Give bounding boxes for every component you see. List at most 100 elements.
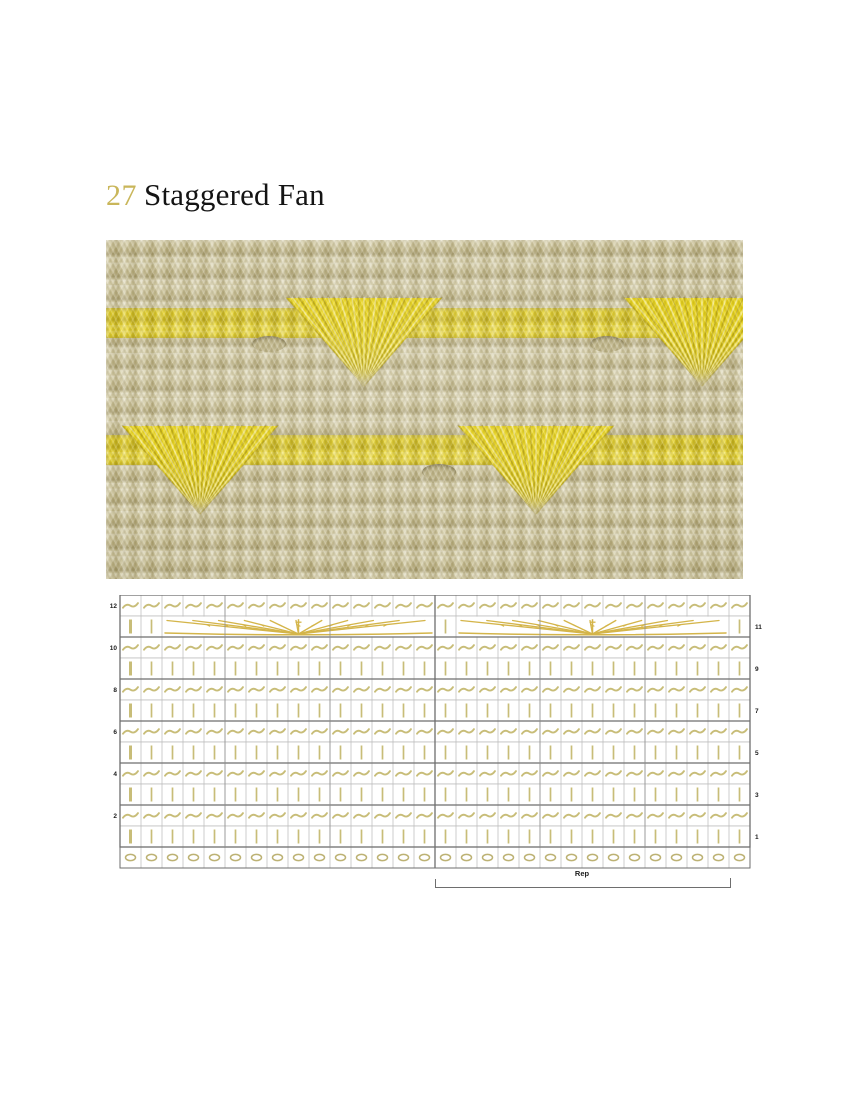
chart-row-number-left: 12 [110, 603, 118, 610]
tunisian-knit-stitch-symbol [311, 686, 328, 693]
tunisian-knit-stitch-symbol [500, 728, 517, 735]
tunisian-knit-stitch-symbol [290, 686, 307, 693]
tunisian-knit-stitch-symbol [143, 728, 160, 735]
tunisian-knit-stitch-symbol [710, 602, 727, 609]
fan-spoke [297, 619, 426, 635]
chain-stitch-symbol [649, 853, 662, 862]
tunisian-knit-stitch-symbol [458, 644, 475, 651]
tunisian-knit-stitch-symbol [311, 644, 328, 651]
chart-row-number-right: 7 [755, 708, 759, 715]
fan-spoke-tick [605, 623, 610, 627]
chain-stitch-symbol [397, 853, 410, 862]
tunisian-knit-stitch-symbol [605, 728, 622, 735]
tunisian-knit-stitch-symbol [647, 686, 664, 693]
fan-spoke [511, 619, 594, 635]
chain-stitch-symbol [670, 853, 683, 862]
tunisian-knit-stitch-symbol [689, 602, 706, 609]
tunisian-knit-stitch-symbol [164, 728, 181, 735]
tunisian-knit-stitch-symbol [353, 644, 370, 651]
tunisian-knit-stitch-symbol [248, 602, 265, 609]
tunisian-knit-stitch-symbol [521, 644, 538, 651]
tunisian-knit-stitch-symbol [647, 770, 664, 777]
swatch-row-texture [106, 240, 743, 579]
tunisian-knit-stitch-symbol [710, 728, 727, 735]
tunisian-knit-stitch-symbol [164, 602, 181, 609]
tunisian-knit-stitch-symbol [668, 770, 685, 777]
tunisian-knit-stitch-symbol [290, 812, 307, 819]
tunisian-knit-stitch-symbol [164, 644, 181, 651]
tunisian-knit-stitch-symbol [626, 602, 643, 609]
staggered-fan-swatch-photo [106, 240, 743, 579]
tunisian-knit-stitch-symbol [668, 728, 685, 735]
tunisian-knit-stitch-symbol [311, 770, 328, 777]
tunisian-knit-stitch-symbol [185, 602, 202, 609]
tunisian-knit-stitch-symbol [227, 602, 244, 609]
swatch-fan-motif [284, 292, 444, 390]
tunisian-knit-stitch-symbol [458, 728, 475, 735]
tunisian-knit-stitch-symbol [521, 728, 538, 735]
tunisian-knit-stitch-symbol [563, 686, 580, 693]
stitch-chart-grid: 12 10 8 6 4 2 11 9 7 5 3 1 [106, 595, 768, 872]
tunisian-knit-stitch-symbol [143, 686, 160, 693]
tunisian-knit-stitch-symbol [248, 770, 265, 777]
tunisian-knit-stitch-symbol [311, 602, 328, 609]
tunisian-knit-stitch-symbol [206, 686, 223, 693]
tunisian-knit-stitch-symbol [416, 770, 433, 777]
fan-spoke-tick [536, 623, 541, 627]
tunisian-knit-stitch-symbol [353, 728, 370, 735]
fan-spoke [591, 619, 643, 635]
tunisian-knit-stitch-symbol [542, 644, 559, 651]
fan-base-sweep [458, 632, 727, 636]
tunisian-knit-stitch-symbol [731, 602, 748, 609]
tunisian-knit-stitch-symbol [626, 644, 643, 651]
tunisian-knit-stitch-symbol [563, 602, 580, 609]
tunisian-knit-stitch-symbol [605, 644, 622, 651]
page-title-name: Staggered Fan [144, 177, 325, 212]
fan-spoke-tick [242, 623, 247, 627]
tunisian-knit-stitch-symbol [290, 770, 307, 777]
tunisian-knit-stitch-symbol [206, 770, 223, 777]
tunisian-knit-stitch-symbol [458, 770, 475, 777]
chain-stitch-symbol [586, 853, 599, 862]
tunisian-knit-stitch-symbol [374, 686, 391, 693]
tunisian-knit-stitch-symbol [731, 644, 748, 651]
page-title: 27 Staggered Fan [106, 176, 325, 215]
swatch-column-texture [106, 240, 743, 579]
fan-spoke-tick [365, 623, 370, 627]
swatch-fan-motif [622, 292, 743, 390]
fan-spoke [591, 619, 617, 635]
tunisian-knit-stitch-symbol [437, 728, 454, 735]
chain-stitch-symbol [460, 853, 473, 862]
chain-stitch-symbol [229, 853, 242, 862]
chart-row-number-right: 5 [755, 750, 759, 757]
tunisian-knit-stitch-symbol [731, 686, 748, 693]
chain-stitch-symbol [712, 853, 725, 862]
tunisian-knit-stitch-symbol [563, 812, 580, 819]
tunisian-knit-stitch-symbol [143, 812, 160, 819]
chain-stitch-symbol [544, 853, 557, 862]
tunisian-knit-stitch-symbol [290, 644, 307, 651]
chart-row-number-right: 3 [755, 792, 759, 799]
tunisian-knit-stitch-symbol [206, 728, 223, 735]
chain-stitch-symbol [607, 853, 620, 862]
tunisian-knit-stitch-symbol [185, 812, 202, 819]
tunisian-knit-stitch-symbol [269, 686, 286, 693]
tunisian-knit-stitch-symbol [227, 812, 244, 819]
chart-row-number-right: 1 [755, 834, 759, 841]
tunisian-knit-stitch-symbol [290, 602, 307, 609]
tunisian-knit-stitch-symbol [164, 770, 181, 777]
tunisian-knit-stitch-symbol [185, 644, 202, 651]
chain-stitch-symbol [124, 853, 137, 862]
tunisian-knit-stitch-symbol [332, 602, 349, 609]
fan-spoke-tick [311, 623, 316, 627]
chain-stitch-symbol [418, 853, 431, 862]
tunisian-knit-stitch-symbol [395, 686, 412, 693]
tunisian-knit-stitch-symbol [458, 686, 475, 693]
tunisian-knit-stitch-symbol [416, 644, 433, 651]
tunisian-knit-stitch-symbol [353, 602, 370, 609]
tunisian-knit-stitch-symbol [416, 686, 433, 693]
tunisian-knit-stitch-symbol [521, 812, 538, 819]
tunisian-knit-stitch-symbol [689, 728, 706, 735]
tunisian-knit-stitch-symbol [584, 644, 601, 651]
tunisian-knit-stitch-symbol [500, 644, 517, 651]
